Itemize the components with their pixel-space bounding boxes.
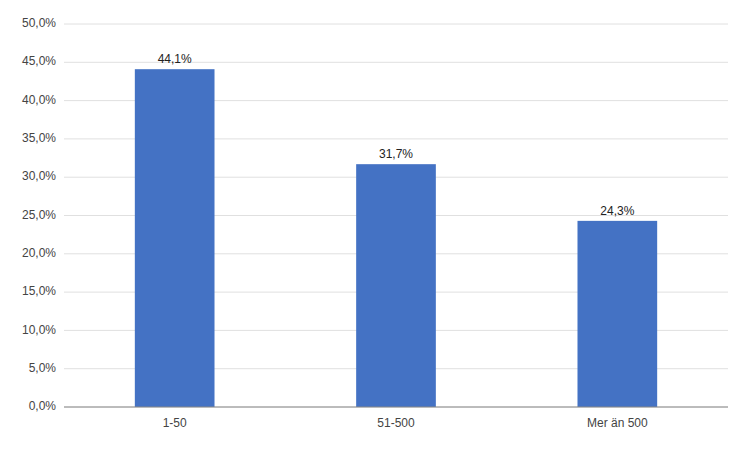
y-tick-label: 25,0%: [22, 208, 56, 222]
grid-line: [64, 407, 728, 408]
y-tick-label: 45,0%: [22, 54, 56, 68]
bar: [356, 164, 436, 407]
y-tick-label: 5,0%: [29, 361, 57, 375]
chart: 0,0% 5,0% 10,0% 15,0% 20,0% 25,0% 30,0% 35,0% 40…: [0, 0, 752, 451]
data-labels: 44,1% 31,7% 24,3%: [158, 52, 635, 218]
y-tick-label: 50,0%: [22, 16, 56, 30]
bars: [135, 69, 657, 407]
y-tick-label: 0,0%: [29, 399, 57, 413]
bar: [577, 221, 657, 407]
x-tick-label: 51-500: [377, 416, 415, 430]
grid: [64, 24, 728, 407]
bar: [135, 69, 215, 407]
x-tick-label: Mer än 500: [587, 416, 648, 430]
y-tick-label: 30,0%: [22, 169, 56, 183]
data-label: 44,1%: [158, 52, 192, 66]
x-axis: 1-50 51-500 Mer än 500: [163, 416, 648, 430]
data-label: 31,7%: [379, 147, 413, 161]
y-tick-label: 10,0%: [22, 323, 56, 337]
data-label: 24,3%: [600, 204, 634, 218]
y-tick-label: 15,0%: [22, 284, 56, 298]
y-tick-label: 20,0%: [22, 246, 56, 260]
y-tick-label: 35,0%: [22, 131, 56, 145]
y-tick-label: 40,0%: [22, 93, 56, 107]
y-axis: 0,0% 5,0% 10,0% 15,0% 20,0% 25,0% 30,0% 35,0% 40…: [22, 16, 56, 413]
grid-line: [64, 24, 728, 25]
page: {"chart_data": {"type": "bar", "categori…: [0, 0, 752, 451]
x-tick-label: 1-50: [163, 416, 187, 430]
x-axis-line: [64, 407, 728, 408]
